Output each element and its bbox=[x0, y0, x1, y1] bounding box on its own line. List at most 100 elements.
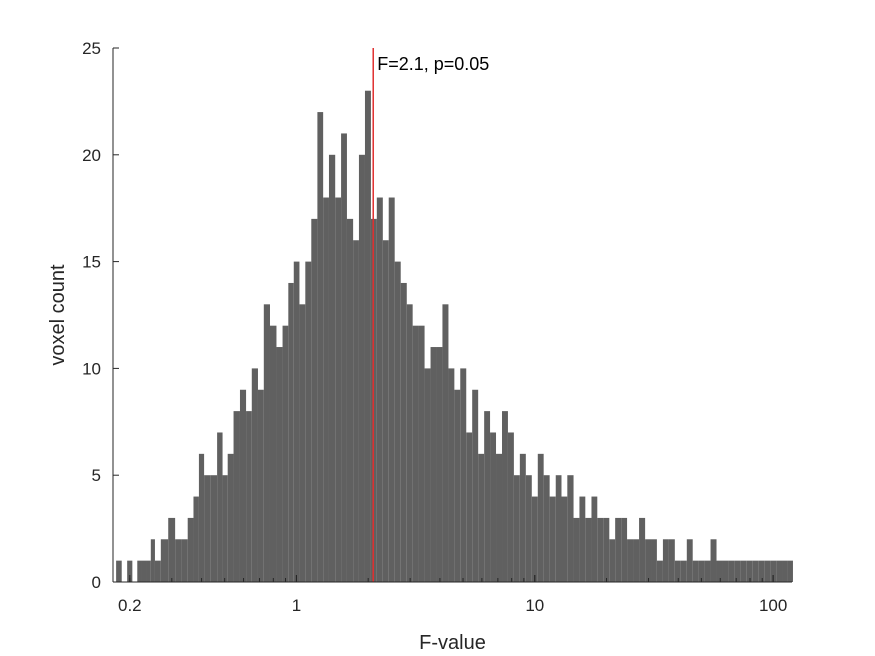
histogram-bar bbox=[549, 496, 556, 582]
histogram-bar bbox=[704, 560, 711, 582]
histogram-bar bbox=[537, 453, 544, 582]
histogram-bar bbox=[740, 560, 747, 582]
histogram-bar bbox=[317, 112, 324, 582]
histogram-bar bbox=[293, 261, 300, 582]
histogram-bar bbox=[269, 325, 277, 582]
histogram-bar bbox=[141, 560, 147, 582]
histogram-bar bbox=[716, 560, 723, 582]
histogram-bar bbox=[573, 517, 580, 582]
histogram-bar bbox=[502, 411, 508, 582]
histogram-bar bbox=[276, 347, 283, 582]
histogram-bar bbox=[305, 261, 312, 582]
histogram-bar bbox=[282, 325, 289, 582]
histogram-bar bbox=[376, 197, 383, 582]
histogram-bar bbox=[525, 475, 532, 582]
threshold-annotation: F=2.1, p=0.05 bbox=[377, 54, 489, 74]
histogram-bar bbox=[210, 475, 218, 582]
histogram-bar bbox=[448, 368, 455, 582]
histogram-bar bbox=[692, 560, 699, 582]
histogram-bar bbox=[430, 347, 437, 582]
histogram-bar bbox=[758, 560, 765, 582]
histogram-bar bbox=[412, 325, 419, 582]
y-tick-label: 25 bbox=[82, 39, 101, 58]
histogram-bar bbox=[710, 539, 717, 582]
histogram-bar bbox=[615, 517, 622, 582]
histogram-bar bbox=[424, 368, 431, 582]
histogram-bar bbox=[734, 560, 741, 582]
histogram-bar bbox=[770, 560, 777, 582]
histogram-bar bbox=[257, 389, 264, 582]
x-tick-label: 10 bbox=[525, 596, 544, 615]
histogram-bar bbox=[358, 154, 365, 583]
histogram-bar bbox=[752, 560, 759, 582]
histogram-bar bbox=[328, 154, 336, 583]
histogram-bar bbox=[543, 475, 550, 582]
histogram-bar bbox=[496, 453, 503, 582]
histogram-bar bbox=[645, 539, 652, 582]
histogram-bar bbox=[406, 304, 413, 582]
histogram-bar bbox=[341, 133, 347, 582]
histogram-bar bbox=[722, 560, 729, 582]
histogram-bar bbox=[591, 496, 598, 582]
histogram-bar bbox=[239, 389, 247, 582]
histogram-bar bbox=[116, 560, 122, 582]
histogram-bar bbox=[478, 453, 485, 582]
y-tick-label: 5 bbox=[92, 466, 101, 485]
histogram-bar bbox=[579, 496, 586, 582]
y-axis-label: voxel count bbox=[47, 264, 69, 366]
histogram-bar bbox=[627, 539, 634, 582]
histogram-bar bbox=[662, 539, 669, 582]
histogram-bar bbox=[639, 517, 646, 582]
histogram-bar bbox=[603, 517, 610, 582]
histogram-bar bbox=[633, 539, 640, 582]
histogram-bar bbox=[442, 304, 449, 582]
histogram-bar bbox=[137, 560, 142, 582]
histogram-bar bbox=[311, 218, 318, 582]
histogram-bar bbox=[382, 240, 389, 583]
histogram-bar bbox=[222, 475, 228, 582]
histogram-bar bbox=[233, 411, 240, 582]
histogram-bar bbox=[507, 432, 514, 582]
histogram-bar bbox=[251, 368, 258, 582]
histogram-bar bbox=[787, 560, 793, 582]
histogram-bar bbox=[127, 560, 133, 582]
histogram-bar bbox=[204, 475, 211, 582]
histogram-bar bbox=[668, 539, 675, 582]
histogram-bar bbox=[746, 560, 753, 582]
histogram-bar bbox=[364, 90, 371, 582]
histogram-bar bbox=[609, 539, 616, 582]
histogram-bar bbox=[776, 560, 783, 582]
histogram-bar bbox=[193, 496, 199, 582]
histogram-bar bbox=[454, 389, 461, 582]
histogram-bar bbox=[160, 539, 169, 582]
histogram-bar bbox=[181, 539, 188, 582]
histogram-bar bbox=[585, 517, 592, 582]
histogram-bar bbox=[472, 389, 479, 582]
histogram-bar bbox=[436, 347, 443, 582]
histogram-bar bbox=[400, 282, 407, 582]
histogram-bar bbox=[460, 368, 467, 582]
histogram-bar bbox=[519, 453, 526, 582]
y-tick-label: 0 bbox=[92, 573, 101, 592]
histogram-bar bbox=[490, 432, 497, 582]
histogram-bar bbox=[764, 560, 771, 582]
histogram-bar bbox=[561, 496, 568, 582]
histogram-bar bbox=[335, 197, 342, 582]
histogram-bar bbox=[168, 517, 176, 582]
histogram-bar bbox=[146, 560, 151, 582]
histogram-bar bbox=[466, 432, 473, 582]
histogram-bar bbox=[597, 517, 604, 582]
histogram-bar bbox=[674, 560, 681, 582]
x-ticks: 0.2 1 10 100 bbox=[118, 575, 787, 615]
x-tick-label: 0.2 bbox=[118, 596, 142, 615]
y-tick-label: 20 bbox=[82, 146, 101, 165]
histogram-bar bbox=[680, 560, 687, 582]
histogram-bar bbox=[394, 261, 401, 582]
histogram-bar bbox=[299, 304, 306, 582]
histogram-bar bbox=[484, 411, 491, 582]
y-tick-label: 15 bbox=[82, 253, 101, 272]
histogram-bar bbox=[246, 411, 252, 582]
histogram-bar bbox=[198, 453, 205, 582]
histogram-bar bbox=[651, 539, 657, 582]
